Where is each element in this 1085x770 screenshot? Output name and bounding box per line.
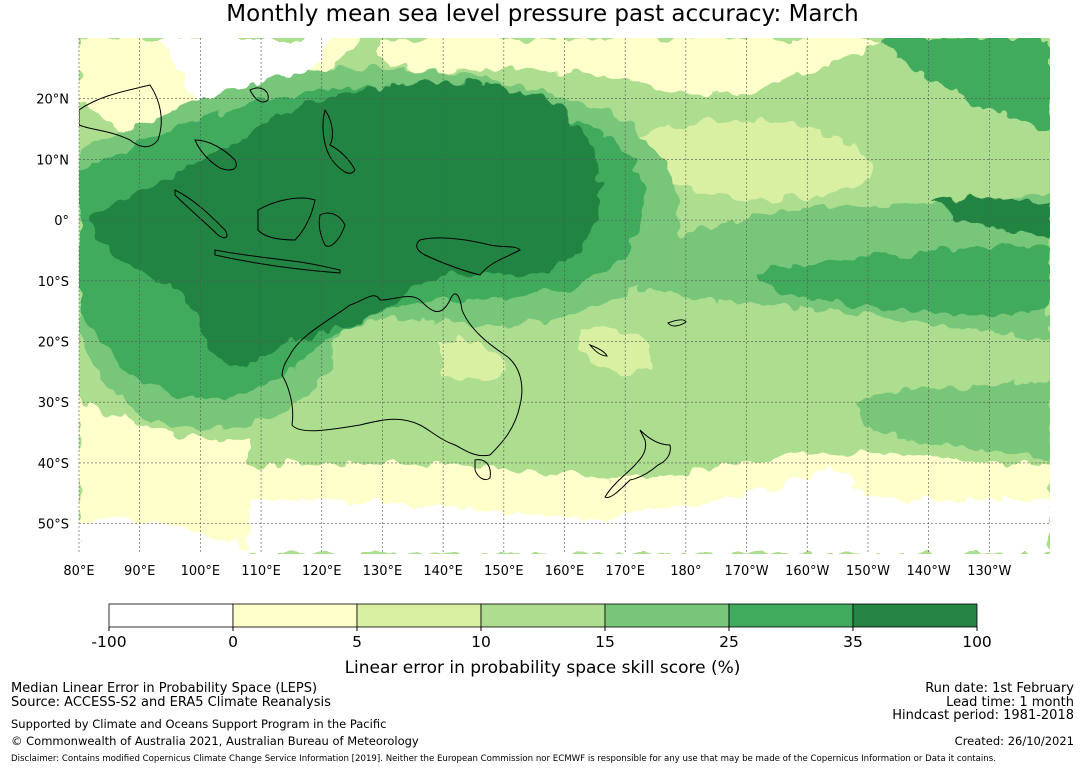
colorbar-label: Linear error in probability space skill … bbox=[344, 658, 741, 678]
lon-tick-label: 130°W bbox=[967, 564, 1011, 579]
skill-map: 20°N 10°N 0° 10°S 20°S 30°S 40°S 50°S 80°E 90°E 1… bbox=[36, 38, 1050, 651]
colorbar-segment bbox=[232, 603, 358, 628]
colorbar-segment bbox=[356, 603, 482, 628]
colorbar-segment bbox=[108, 603, 234, 628]
lon-tick-label: 170°E bbox=[605, 564, 645, 579]
footer-source: Source: ACCESS-S2 and ERA5 Climate Reana… bbox=[11, 695, 331, 710]
colorbar-tick-label: 0 bbox=[228, 633, 238, 651]
graticule bbox=[78, 38, 1050, 554]
colorbar-tick-label: 10 bbox=[471, 633, 491, 651]
colorbar-segment bbox=[728, 603, 854, 628]
lon-tick-label: 150°W bbox=[846, 564, 890, 579]
colorbar-tick-label: 35 bbox=[843, 633, 863, 651]
lon-tick-label: 160°W bbox=[785, 564, 829, 579]
lat-tick-label: 10°N bbox=[36, 153, 69, 168]
hindcast-period: Hindcast period: 1981-2018 bbox=[892, 708, 1074, 723]
colorbar-tick-label: 15 bbox=[595, 633, 615, 651]
footer-leps: Median Linear Error in Probability Space… bbox=[11, 681, 318, 696]
lon-tick-label: 140°E bbox=[423, 564, 463, 579]
lat-tick-label: 50°S bbox=[38, 518, 69, 533]
lead-time: Lead time: 1 month bbox=[946, 695, 1074, 710]
lat-tick-label: 0° bbox=[54, 214, 69, 229]
lon-tick-label: 180° bbox=[670, 564, 701, 579]
lon-tick-label: 80°E bbox=[63, 564, 94, 579]
lon-tick-label: 160°E bbox=[545, 564, 585, 579]
run-date: Run date: 1st February bbox=[925, 681, 1074, 696]
colorbar-tick-label: 5 bbox=[352, 633, 362, 651]
lat-tick-label: 30°S bbox=[38, 396, 69, 411]
lat-tick-label: 40°S bbox=[38, 457, 69, 472]
chart-title: Monthly mean sea level pressure past acc… bbox=[226, 1, 859, 27]
lon-tick-label: 150°E bbox=[484, 564, 524, 579]
lon-tick-label: 90°E bbox=[124, 564, 155, 579]
lon-tick-label: 140°W bbox=[907, 564, 951, 579]
lon-tick-label: 130°E bbox=[363, 564, 403, 579]
footer-copyright: © Commonwealth of Australia 2021, Austra… bbox=[11, 734, 419, 748]
lon-tick-label: 100°E bbox=[181, 564, 221, 579]
lon-tick-label: 170°W bbox=[724, 564, 768, 579]
lon-tick-label: 120°E bbox=[302, 564, 342, 579]
colorbar-tick-label: 100 bbox=[962, 633, 992, 651]
colorbar-segment bbox=[852, 603, 978, 628]
lon-tick-label: 110°E bbox=[241, 564, 281, 579]
colorbar-tick-label: 25 bbox=[719, 633, 739, 651]
lat-tick-label: 20°N bbox=[36, 93, 69, 108]
coastlines bbox=[79, 84, 687, 499]
colorbar bbox=[108, 603, 978, 628]
colorbar-segment bbox=[604, 603, 730, 628]
footer-support: Supported by Climate and Oceans Support … bbox=[11, 717, 387, 731]
lat-tick-label: 20°S bbox=[38, 336, 69, 351]
lat-tick-label: 10°S bbox=[38, 275, 69, 290]
colorbar-segment bbox=[480, 603, 606, 628]
created-date: Created: 26/10/2021 bbox=[954, 734, 1074, 748]
colorbar-tick-label: -100 bbox=[91, 633, 126, 651]
disclaimer: Disclaimer: Contains modified Copernicus… bbox=[11, 754, 996, 764]
